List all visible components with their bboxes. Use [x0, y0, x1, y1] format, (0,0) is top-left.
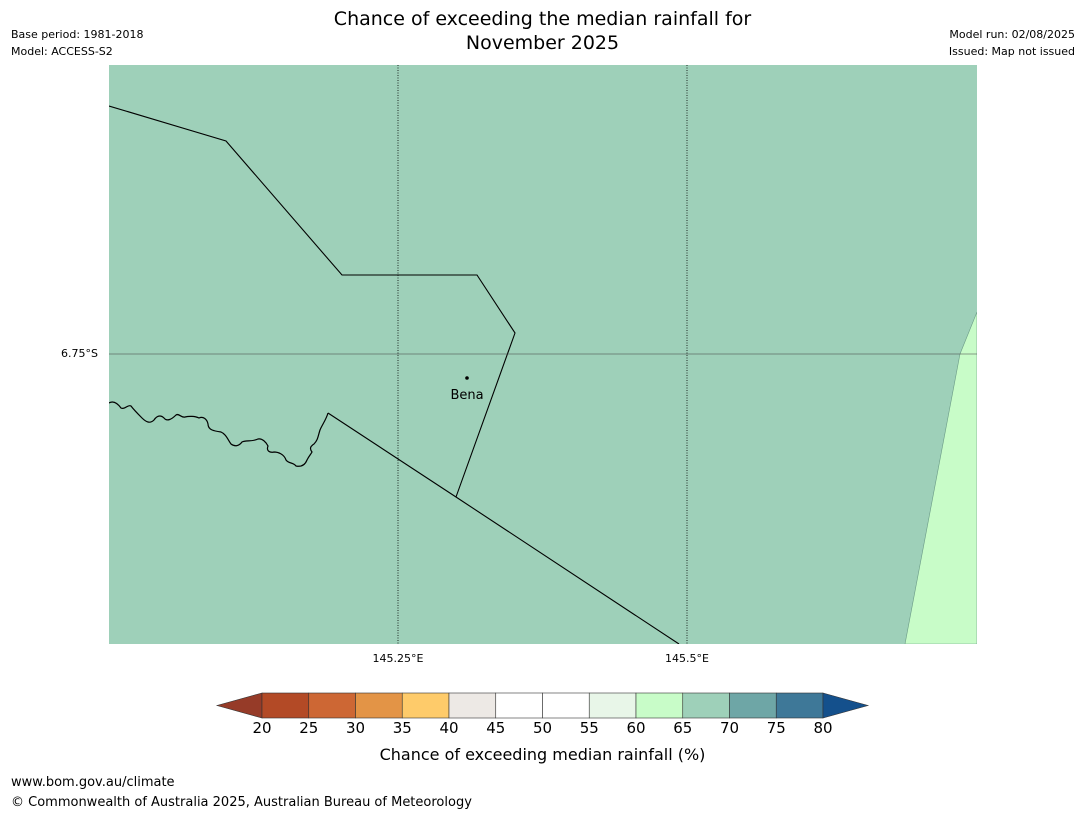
colorbar-title: Chance of exceeding median rainfall (%) [379, 745, 706, 764]
issued-text: Issued: Map not issued [948, 45, 1075, 58]
colorbar-segment [635, 692, 684, 719]
colorbar-tick-label: 65 [673, 719, 693, 737]
colorbar-segment [355, 692, 403, 719]
colorbar-tick-label: 40 [439, 719, 459, 737]
colorbar-tick-label: 55 [579, 719, 599, 737]
province-boundary-south [327, 412, 680, 644]
colorbar-segment [448, 692, 497, 719]
province-boundary [109, 105, 516, 498]
colorbar-tick-label: 60 [626, 719, 646, 737]
colorbar-tick-label: 30 [345, 719, 366, 737]
map-title-line2: November 2025 [465, 32, 620, 54]
colorbar-tick-label: 80 [813, 719, 833, 737]
colorbar-tick-label: 50 [532, 719, 553, 737]
map-background [109, 65, 977, 644]
map-area [109, 65, 977, 644]
coastline [109, 401, 329, 467]
footer-copyright: © Commonwealth of Australia 2025, Austra… [11, 795, 472, 810]
colorbar-tick-label: 35 [392, 719, 412, 737]
town-label-bena: Bena [450, 388, 484, 403]
colorbar [215, 692, 870, 719]
colorbar-tick-label: 45 [486, 719, 506, 737]
lon-label-145.25E: 145.25°E [372, 652, 424, 665]
colorbar-tick-label: 20 [252, 719, 272, 737]
colorbar-segment [542, 692, 590, 719]
colorbar-segment [401, 692, 450, 719]
meta-right: Model run: 02/08/2025 Issued: Map not is… [949, 26, 1075, 60]
base-period-text: Base period: 1981-2018 [11, 28, 144, 41]
colorbar-segment [682, 692, 730, 719]
colorbar-segment [588, 692, 637, 719]
colorbar-segment [495, 692, 543, 719]
map-title-line1: Chance of exceeding the median rainfall … [333, 8, 752, 30]
colorbar-tick-label: 25 [299, 719, 319, 737]
colorbar-segment [261, 692, 310, 719]
footer-url[interactable]: www.bom.gov.au/climate [11, 775, 175, 790]
colorbar-tick-label: 70 [719, 719, 740, 737]
model-run-text: Model run: 02/08/2025 [949, 28, 1075, 41]
colorbar-over-arrow [822, 692, 870, 719]
meta-left: Base period: 1981-2018 Model: ACCESS-S2 [11, 26, 143, 60]
colorbar-segment [729, 692, 777, 719]
map-title: Chance of exceeding the median rainfall … [0, 7, 1085, 55]
colorbar-segment [775, 692, 824, 719]
lat-label-6.75S: 6.75°S [61, 347, 98, 360]
lon-label-145.5E: 145.5°E [665, 652, 709, 665]
rainfall-zone-60-65 [904, 311, 977, 644]
town-marker-bena [465, 376, 469, 380]
colorbar-segment [308, 692, 356, 719]
colorbar-under-arrow [215, 692, 263, 719]
colorbar-tick-label: 75 [766, 719, 786, 737]
model-text: Model: ACCESS-S2 [11, 45, 113, 58]
